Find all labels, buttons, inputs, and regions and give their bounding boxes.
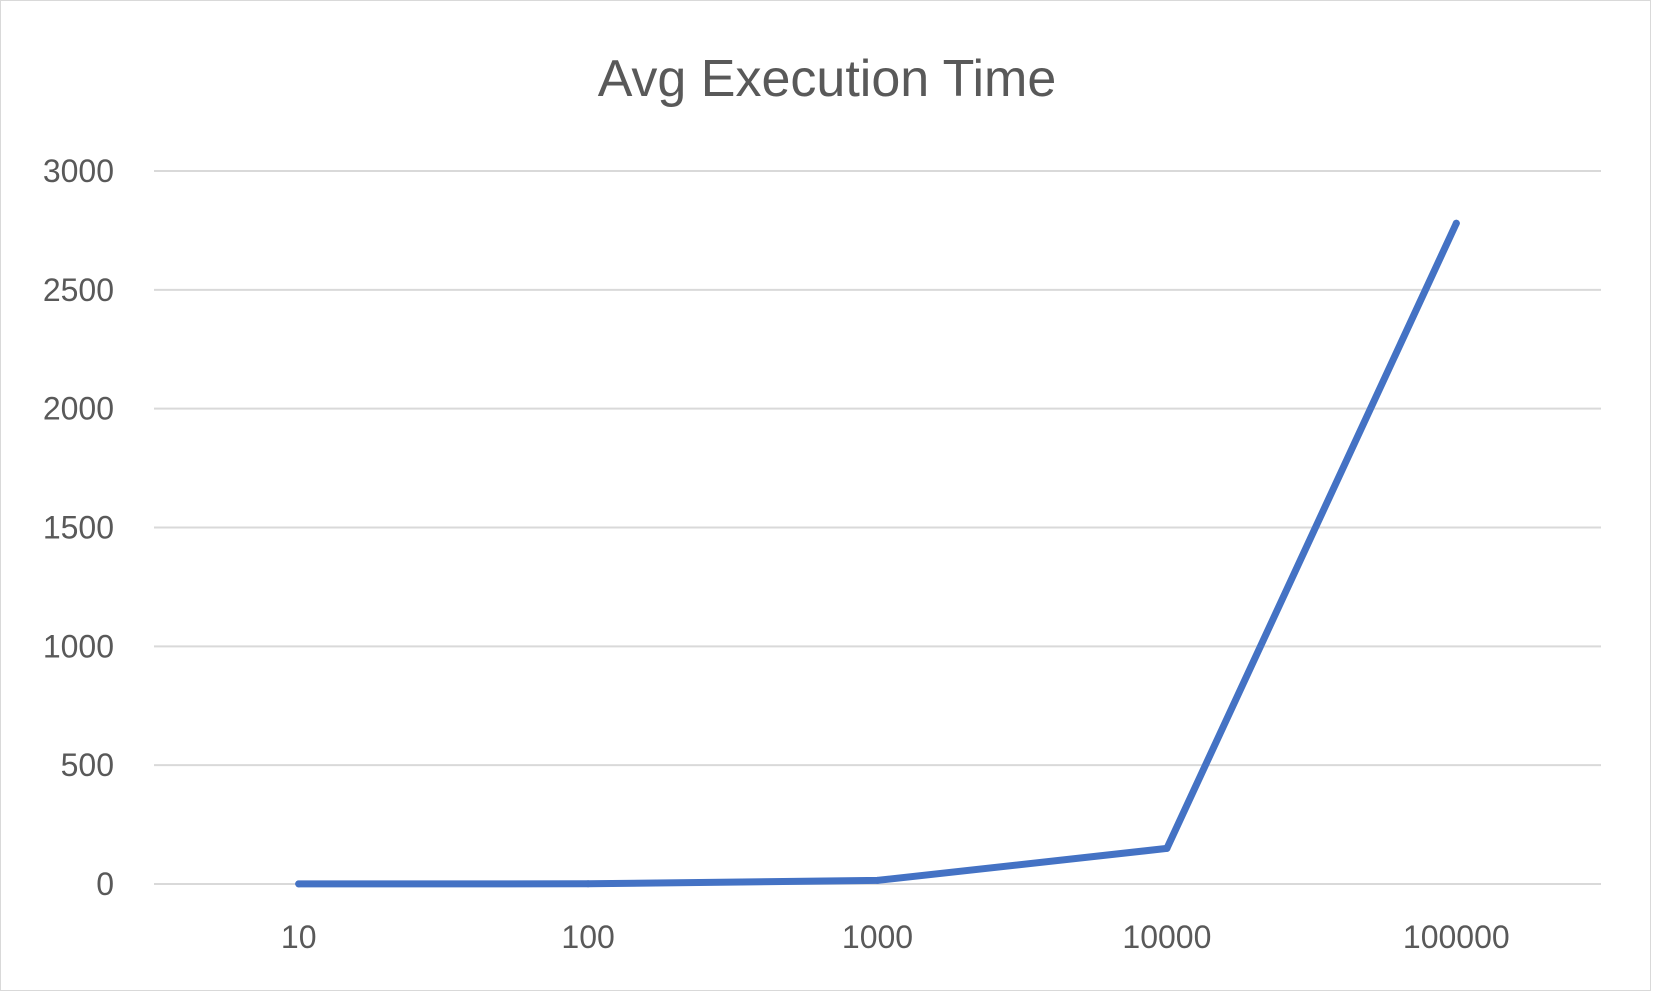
y-tick-label: 0 — [96, 866, 114, 902]
x-tick-label: 10 — [281, 919, 317, 955]
y-tick-label: 3000 — [43, 153, 114, 189]
data-point — [295, 880, 303, 888]
y-tick-label: 1000 — [43, 628, 114, 664]
chart-title: Avg Execution Time — [598, 50, 1057, 108]
y-axis-ticks: 0 500 1000 1500 2000 2500 3000 — [43, 153, 114, 902]
x-tick-label: 100000 — [1403, 919, 1510, 955]
series-lines — [295, 219, 1460, 888]
y-tick-label: 1500 — [43, 510, 114, 546]
series-line-0 — [295, 219, 1460, 888]
x-tick-label: 100 — [561, 919, 614, 955]
y-tick-label: 500 — [61, 747, 114, 783]
y-tick-label: 2500 — [43, 272, 114, 308]
data-point — [1163, 844, 1171, 852]
data-point — [584, 880, 592, 888]
data-point — [874, 876, 881, 884]
x-tick-label: 10000 — [1122, 919, 1211, 955]
x-axis-ticks: 10 100 1000 10000 100000 — [281, 919, 1510, 955]
x-tick-label: 1000 — [842, 919, 913, 955]
y-tick-label: 2000 — [43, 391, 114, 427]
gridlines — [154, 170, 1601, 885]
data-point — [1452, 219, 1460, 227]
